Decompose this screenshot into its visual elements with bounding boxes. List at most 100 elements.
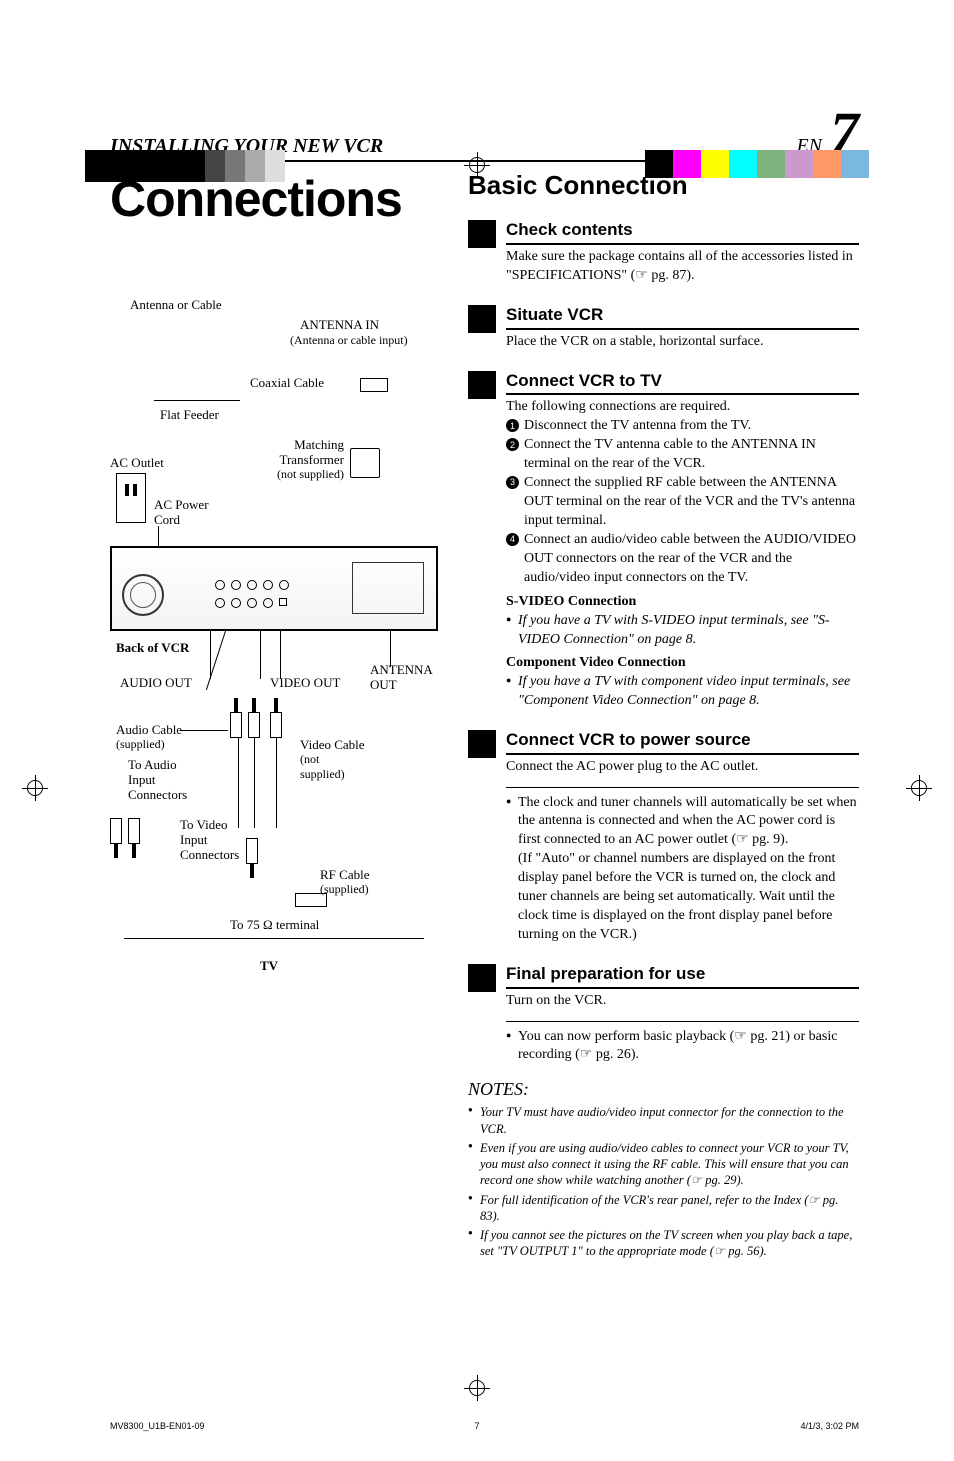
registration-mark-icon — [22, 775, 48, 801]
step-marker-icon — [468, 730, 496, 758]
rca-icon — [246, 838, 258, 878]
divider — [506, 1021, 859, 1022]
printer-marks — [0, 150, 954, 185]
rca-icon — [270, 698, 282, 738]
label-not: (not — [300, 753, 319, 767]
subheading: S-VIDEO Connection — [506, 593, 859, 612]
page: INSTALLING YOUR NEW VCR EN 7 Connections… — [0, 110, 954, 1461]
registration-mark-icon — [464, 152, 490, 178]
footer-center: 7 — [0, 1421, 954, 1431]
note-item: You can now perform basic playback (☞ pg… — [506, 1028, 859, 1066]
list-item: 2Connect the TV antenna cable to the ANT… — [506, 436, 859, 474]
list-text: Connect the supplied RF cable between th… — [524, 475, 855, 528]
label-supplied: (supplied) — [116, 738, 165, 752]
label-back-of-vcr: Back of VCR — [116, 640, 189, 656]
label-ac-outlet: AC Outlet — [110, 456, 164, 471]
right-column: Basic Connection Check contents Make sur… — [468, 168, 859, 1263]
step-marker-icon — [468, 964, 496, 992]
label-input: Input — [128, 773, 155, 788]
list-text: Disconnect the TV antenna from the TV. — [524, 418, 751, 433]
label-to-audio: To Audio — [128, 758, 177, 773]
vcr-rear-panel-icon — [110, 546, 438, 631]
list-item: If you cannot see the pictures on the TV… — [468, 1227, 859, 1260]
step-body: Connect the AC power plug to the AC outl… — [506, 758, 859, 777]
left-column: Connections Antenna or Cable ANTENNA IN … — [110, 168, 440, 1263]
step-final-prep: Final preparation for use Turn on the VC… — [468, 963, 859, 1066]
label-connectors: Connectors — [128, 788, 187, 803]
step-check-contents: Check contents Make sure the package con… — [468, 219, 859, 286]
rca-icon — [128, 818, 140, 858]
label-antenna-in: ANTENNA IN — [300, 318, 379, 333]
step-heading: Final preparation for use — [506, 963, 859, 989]
label-rf-cable: RF Cable — [320, 868, 369, 883]
label-tv: TV — [260, 958, 278, 974]
rf-connector-icon — [295, 893, 327, 907]
subheading: Component Video Connection — [506, 654, 859, 673]
notes-block: NOTES: Your TV must have audio/video inp… — [468, 1079, 859, 1259]
label-audio-cable: Audio Cable — [116, 723, 182, 738]
step-connect-power: Connect VCR to power source Connect the … — [468, 729, 859, 945]
label-to-75: To 75 Ω terminal — [230, 918, 319, 933]
step-body: Place the VCR on a stable, horizontal su… — [506, 333, 859, 352]
divider — [506, 787, 859, 788]
step-intro: The following connections are required. — [506, 398, 859, 417]
note-item: If you have a TV with S-VIDEO input term… — [506, 612, 859, 650]
label-ac-power: AC Power — [154, 498, 209, 513]
label-antenna-or-cable: Antenna or Cable — [130, 298, 222, 313]
ports-row — [215, 580, 289, 590]
ac-outlet-icon — [116, 473, 146, 523]
step-body: Turn on the VCR. — [506, 992, 859, 1011]
transformer-icon — [350, 448, 380, 478]
label-not-supplied: (not supplied) — [260, 468, 344, 482]
note-text: (If "Auto" or channel numbers are displa… — [518, 851, 835, 942]
step-marker-icon — [468, 371, 496, 399]
list-item: Your TV must have audio/video input conn… — [468, 1104, 859, 1137]
step-connect-vcr-tv: Connect VCR to TV The following connecti… — [468, 370, 859, 711]
step-heading: Connect VCR to power source — [506, 729, 859, 755]
step-situate-vcr: Situate VCR Place the VCR on a stable, h… — [468, 304, 859, 352]
list-item: Even if you are using audio/video cables… — [468, 1140, 859, 1189]
ports-row — [215, 598, 287, 608]
label-connectors-2: Connectors — [180, 848, 239, 863]
connection-diagram: Antenna or Cable ANTENNA IN (Antenna or … — [110, 298, 440, 1078]
fan-icon — [122, 574, 164, 616]
step-marker-icon — [468, 220, 496, 248]
registration-mark-icon — [906, 775, 932, 801]
label-video-cable: Video Cable — [300, 738, 365, 753]
note-item: If you have a TV with component video in… — [506, 673, 859, 711]
list-text: Connect an audio/video cable between the… — [524, 532, 856, 585]
list-item: 4Connect an audio/video cable between th… — [506, 531, 859, 588]
label-coax: Coaxial Cable — [250, 376, 324, 391]
list-text: Connect the TV antenna cable to the ANTE… — [524, 437, 816, 471]
notes-heading: NOTES: — [468, 1079, 859, 1100]
step-heading: Check contents — [506, 219, 859, 245]
step-heading: Connect VCR to TV — [506, 370, 859, 396]
label-antenna-in-sub: (Antenna or cable input) — [290, 334, 408, 348]
label-matching: Matching — [260, 438, 344, 453]
step-body: Make sure the package contains all of th… — [506, 248, 859, 286]
label-to-video: To Video — [180, 818, 228, 833]
label-flat-feeder: Flat Feeder — [160, 408, 219, 423]
label-antenna-out-2: OUT — [370, 678, 397, 693]
list-item: For full identification of the VCR's rea… — [468, 1192, 859, 1225]
list-item: 1Disconnect the TV antenna from the TV. — [506, 417, 859, 436]
label-supplied-3: (supplied) — [320, 883, 369, 897]
grayscale-bars — [85, 150, 285, 182]
registration-mark-icon — [464, 1375, 490, 1401]
coax-icon — [360, 378, 388, 392]
note-text: The clock and tuner channels will automa… — [518, 795, 857, 848]
step-marker-icon — [468, 305, 496, 333]
list-item: 3Connect the supplied RF cable between t… — [506, 474, 859, 531]
antenna-ports-icon — [352, 562, 424, 614]
label-transformer: Transformer — [260, 453, 344, 468]
rca-icon — [230, 698, 242, 738]
label-antenna-out: ANTENNA — [370, 663, 433, 678]
color-bars — [645, 150, 869, 180]
numbered-list: 1Disconnect the TV antenna from the TV. … — [506, 417, 859, 587]
rca-icon — [248, 698, 260, 738]
step-heading: Situate VCR — [506, 304, 859, 330]
note-item: The clock and tuner channels will automa… — [506, 794, 859, 945]
rca-icon — [110, 818, 122, 858]
label-input-2: Input — [180, 833, 207, 848]
label-audio-out: AUDIO OUT — [120, 676, 192, 691]
